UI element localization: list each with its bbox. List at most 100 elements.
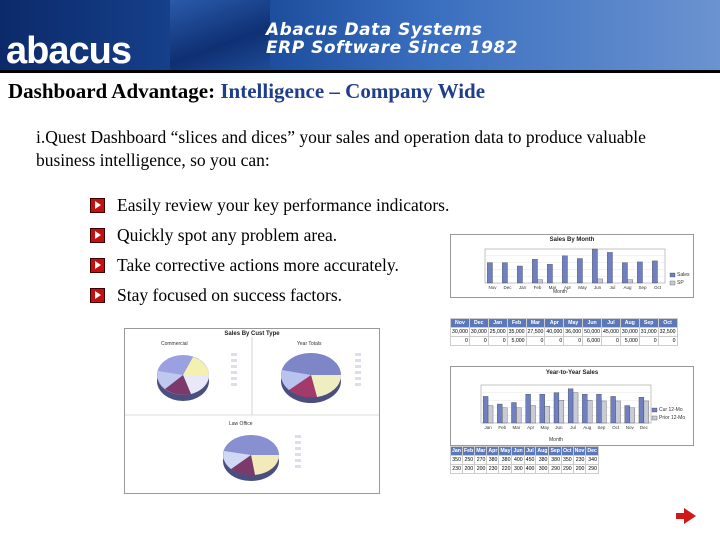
- legend-swatch: [669, 272, 676, 278]
- bar: [553, 392, 560, 424]
- pie-year-totals: [281, 353, 342, 403]
- next-slide-arrow-icon[interactable]: [676, 508, 696, 524]
- table-cell: 200: [474, 464, 488, 474]
- x-tick-label: Jan: [484, 425, 492, 430]
- table-cell: 32,500: [657, 327, 678, 337]
- table-cell: 400: [523, 464, 537, 474]
- bar: [596, 393, 602, 424]
- bar: [547, 264, 553, 284]
- table-cell: 380: [535, 455, 550, 465]
- table-cell: 300: [535, 464, 550, 474]
- bar: [487, 262, 493, 284]
- bullet-item: Quickly spot any problem area.: [90, 220, 449, 250]
- bar: [502, 407, 508, 424]
- bullet-arrow-icon: [90, 227, 105, 243]
- bullet-list: Easily review your key performance indic…: [90, 190, 449, 310]
- table-header-cell: Oct: [560, 446, 574, 456]
- plot-area: [480, 384, 652, 424]
- sales-by-month-panel: Sales By Month Month Sales SP Nov Dec Jan F…: [450, 234, 694, 298]
- sales-by-month-table: Nov Dec Jan Feb Mar Apr May Jun Jul Aug Sep Oct 30,0…: [450, 318, 678, 346]
- x-tick-label: Jun: [594, 285, 602, 290]
- table-header-cell: Jul: [523, 446, 537, 456]
- table-row: 30,000 30,000 25,000 35,000 27,500 40,000 36,0…: [450, 327, 678, 337]
- table-header-cell: Jun: [582, 318, 602, 328]
- bar: [537, 279, 543, 284]
- table-cell: 27,500: [525, 327, 546, 337]
- table-cell: 380: [486, 455, 500, 465]
- bullet-arrow-icon: [90, 257, 105, 273]
- bar: [615, 400, 621, 424]
- x-tick-label: Nov: [488, 285, 497, 290]
- bar: [530, 405, 536, 424]
- table-header-row: Jan Feb Mar Apr May Jun Jul Aug Sep Oct Nov Dec: [450, 446, 599, 456]
- x-tick-label: Aug: [583, 425, 592, 430]
- table-cell: 31,000: [638, 327, 659, 337]
- brand-tagline: ERP Software Since 1982: [266, 38, 519, 58]
- table-header-cell: Sep: [548, 446, 562, 456]
- abacus-logo: abacus: [6, 30, 132, 70]
- table-cell: 300: [511, 464, 525, 474]
- table-cell: 30,000: [450, 327, 470, 337]
- table-cell: 6,000: [582, 336, 602, 346]
- x-tick-label: Aug: [623, 285, 632, 290]
- bar: [582, 393, 588, 424]
- pie-chart-panel: Sales By Cust Type Commercial Year Total…: [124, 328, 380, 494]
- table-cell: 0: [601, 336, 621, 346]
- table-header-cell: Jan: [450, 446, 463, 456]
- bullet-arrow-icon: [90, 287, 105, 303]
- year-to-year-table-wrap: Jan Feb Mar Apr May Jun Jul Aug Sep Oct Nov Dec 350 2…: [450, 446, 599, 474]
- table-header-cell: May: [563, 318, 584, 328]
- table-cell: 36,000: [563, 327, 584, 337]
- bullet-text: Take corrective actions more accurately.: [117, 254, 399, 275]
- bar: [622, 262, 628, 284]
- legend-swatch: [651, 407, 658, 413]
- table-cell: 30,000: [619, 327, 640, 337]
- table-header-cell: Jul: [601, 318, 621, 328]
- table-header-cell: Nov: [450, 318, 470, 328]
- bar: [544, 406, 550, 424]
- bar: [597, 278, 603, 284]
- table-header-cell: Jan: [487, 318, 508, 328]
- sales-by-month-legend-2: SP: [677, 280, 684, 286]
- header-divider: [0, 70, 720, 73]
- sales-by-month-legend-1: Sales: [677, 272, 690, 278]
- table-cell: 380: [498, 455, 513, 465]
- brand-name: Abacus Data Systems: [266, 20, 483, 40]
- table-cell: 380: [548, 455, 562, 465]
- x-tick-label: Apr: [527, 425, 535, 430]
- table-cell: 0: [563, 336, 584, 346]
- sales-by-month-xlabel: Month: [553, 289, 567, 295]
- legend-swatch: [669, 280, 676, 286]
- table-cell: 40,000: [544, 327, 565, 337]
- x-tick-label: Mar: [549, 285, 557, 290]
- table-header-cell: Feb: [461, 446, 476, 456]
- x-tick-label: Nov: [626, 425, 635, 430]
- table-cell: 340: [585, 455, 599, 465]
- table-header-cell: Aug: [619, 318, 640, 328]
- table-header-cell: Dec: [585, 446, 599, 456]
- bar: [572, 392, 579, 424]
- bar: [607, 252, 613, 284]
- x-tick-label: Sep: [638, 285, 647, 290]
- table-row: 350 250 270 380 380 400 450 380 380 350 230 340: [450, 455, 599, 465]
- x-tick-label: Apr: [564, 285, 572, 290]
- bullet-item: Stay focused on success factors.: [90, 280, 449, 310]
- legend-swatch: [651, 415, 658, 421]
- pie-commercial: [157, 355, 209, 401]
- table-cell: 450: [523, 455, 537, 465]
- table-header-cell: Nov: [572, 446, 587, 456]
- x-tick-label: Jan: [519, 285, 527, 290]
- table-header-cell: Apr: [486, 446, 500, 456]
- pie2-label: Year Totals: [297, 341, 322, 347]
- year-to-year-panel: Year-to-Year Sales Month Cur 12-Mo Prior…: [450, 366, 694, 446]
- table-cell: 50,000: [582, 327, 602, 337]
- bar: [577, 258, 583, 284]
- slide-title-bold: Dashboard Advantage:: [8, 79, 216, 103]
- bullet-text: Quickly spot any problem area.: [117, 224, 338, 245]
- table-header-cell: Dec: [468, 318, 489, 328]
- table-header-cell: Jun: [511, 446, 525, 456]
- year-to-year-legend-1: Cur 12-Mo: [659, 407, 683, 413]
- table-cell: 250: [461, 455, 476, 465]
- bar: [610, 396, 616, 424]
- table-cell: 0: [525, 336, 546, 346]
